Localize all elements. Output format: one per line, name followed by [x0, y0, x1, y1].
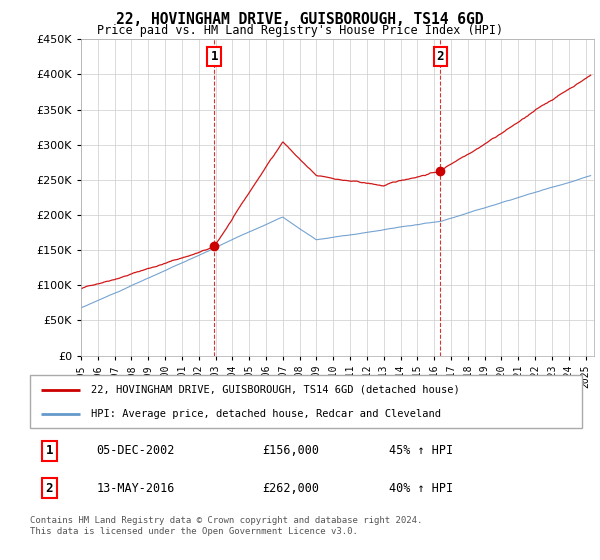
Text: 05-DEC-2002: 05-DEC-2002 [96, 444, 175, 457]
Text: 13-MAY-2016: 13-MAY-2016 [96, 482, 175, 495]
Text: 40% ↑ HPI: 40% ↑ HPI [389, 482, 453, 495]
Text: 22, HOVINGHAM DRIVE, GUISBOROUGH, TS14 6GD: 22, HOVINGHAM DRIVE, GUISBOROUGH, TS14 6… [116, 12, 484, 27]
Text: 2: 2 [46, 482, 53, 495]
Text: HPI: Average price, detached house, Redcar and Cleveland: HPI: Average price, detached house, Redc… [91, 409, 441, 419]
Text: Price paid vs. HM Land Registry's House Price Index (HPI): Price paid vs. HM Land Registry's House … [97, 24, 503, 37]
Text: 45% ↑ HPI: 45% ↑ HPI [389, 444, 453, 457]
Text: 1: 1 [46, 444, 53, 457]
Text: £262,000: £262,000 [262, 482, 319, 495]
Text: 22, HOVINGHAM DRIVE, GUISBOROUGH, TS14 6GD (detached house): 22, HOVINGHAM DRIVE, GUISBOROUGH, TS14 6… [91, 385, 460, 395]
Text: 2: 2 [437, 50, 444, 63]
Text: 1: 1 [211, 50, 218, 63]
Text: £156,000: £156,000 [262, 444, 319, 457]
Text: Contains HM Land Registry data © Crown copyright and database right 2024.
This d: Contains HM Land Registry data © Crown c… [30, 516, 422, 536]
